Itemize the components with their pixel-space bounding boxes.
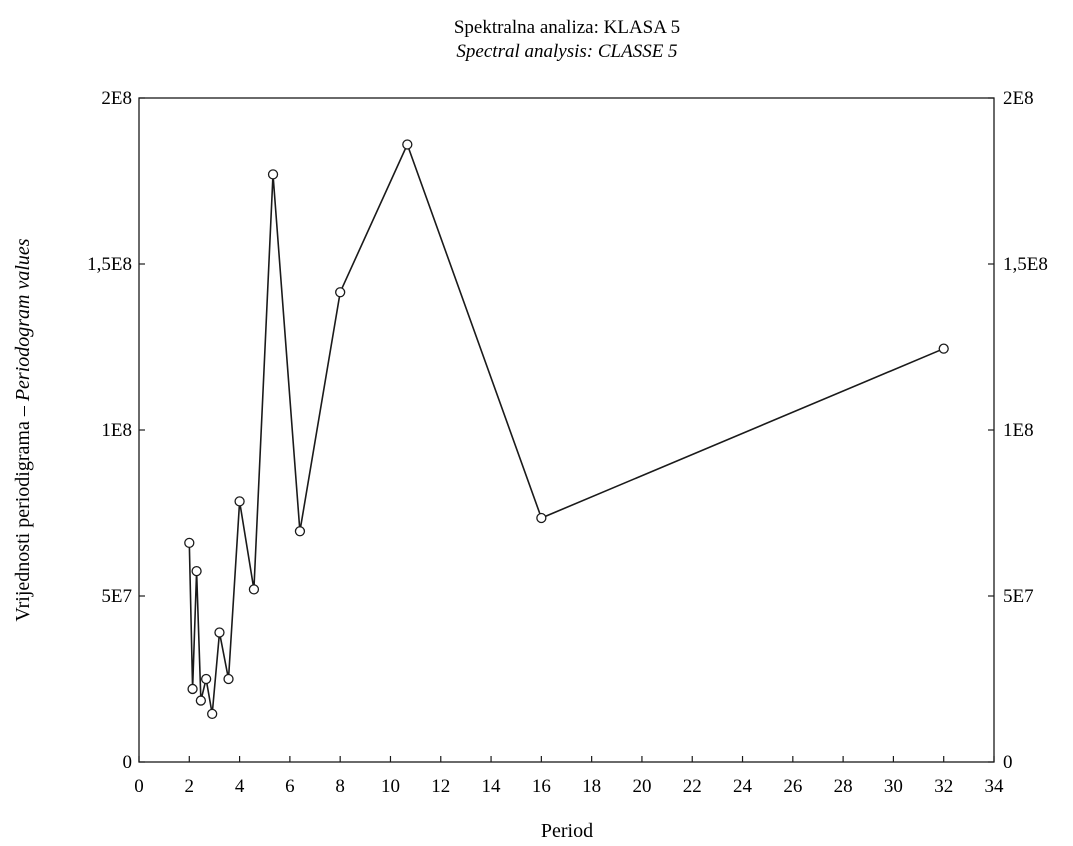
data-point (267, 169, 279, 180)
y-tick-label-right: 1,5E8 (1003, 254, 1048, 275)
y-tick-label-left: 2E8 (101, 88, 132, 109)
x-tick-label: 22 (683, 776, 702, 797)
x-tick-label: 4 (235, 776, 245, 797)
data-point (248, 584, 260, 595)
chart-subtitle: Spectral analysis: CLASSE 5 (456, 41, 677, 62)
y-axis-label-italic: Periodogram values (12, 238, 34, 402)
data-point (536, 512, 547, 524)
x-axis-label: Period (541, 820, 593, 842)
x-tick-label: 20 (632, 776, 651, 797)
y-tick-label-right: 0 (1003, 752, 1013, 773)
data-point (938, 343, 949, 354)
y-axis-label-main: Vrijednosti periodigrama – (12, 401, 34, 621)
data-point (187, 683, 198, 695)
y-tick-label-right: 5E7 (1003, 586, 1034, 607)
y-tick-label-left: 0 (123, 752, 133, 773)
y-axis-label: Vrijednosti periodigrama – Periodogram v… (12, 238, 34, 621)
x-tick-label: 24 (733, 776, 753, 797)
x-tick-label: 2 (185, 776, 195, 797)
x-tick-label: 8 (335, 776, 345, 797)
x-axis-ticks: 0 2 4 6 8 10 12 14 16 18 20 22 24 26 28 30 32 34 (134, 756, 1004, 797)
data-point (200, 673, 212, 685)
x-tick-label: 30 (884, 776, 903, 797)
y-axis-left-ticks: 0 5E7 1E8 1,5E8 2E8 (87, 88, 145, 773)
series-line (188, 142, 945, 715)
data-point (207, 708, 218, 720)
y-tick-label-right: 2E8 (1003, 88, 1034, 109)
data-point (195, 695, 207, 706)
data-point (335, 287, 346, 298)
plot-frame (138, 97, 995, 763)
data-point (191, 565, 202, 577)
y-tick-label-left: 1,5E8 (87, 254, 132, 275)
series-line-group (184, 139, 949, 720)
x-tick-label: 10 (381, 776, 400, 797)
x-tick-label: 0 (134, 776, 144, 797)
data-point (234, 496, 245, 507)
x-tick-label: 12 (431, 776, 450, 797)
x-tick-label: 28 (834, 776, 853, 797)
y-axis-right-ticks: 0 5E7 1E8 1,5E8 2E8 (988, 88, 1048, 773)
y-tick-label-left: 1E8 (101, 420, 132, 441)
x-tick-label: 34 (985, 776, 1005, 797)
data-point (402, 139, 413, 150)
x-tick-label: 16 (532, 776, 551, 797)
x-tick-label: 26 (783, 776, 802, 797)
x-tick-label: 6 (285, 776, 295, 797)
x-tick-label: 32 (934, 776, 953, 797)
data-point (184, 537, 195, 549)
data-point (214, 627, 225, 638)
y-tick-label-right: 1E8 (1003, 420, 1034, 441)
y-tick-label-left: 5E7 (101, 586, 132, 607)
data-point (294, 526, 306, 537)
data-point (223, 673, 234, 685)
chart-title: Spektralna analiza: KLASA 5 (454, 17, 680, 38)
x-tick-label: 14 (482, 776, 502, 797)
x-tick-label: 18 (582, 776, 601, 797)
